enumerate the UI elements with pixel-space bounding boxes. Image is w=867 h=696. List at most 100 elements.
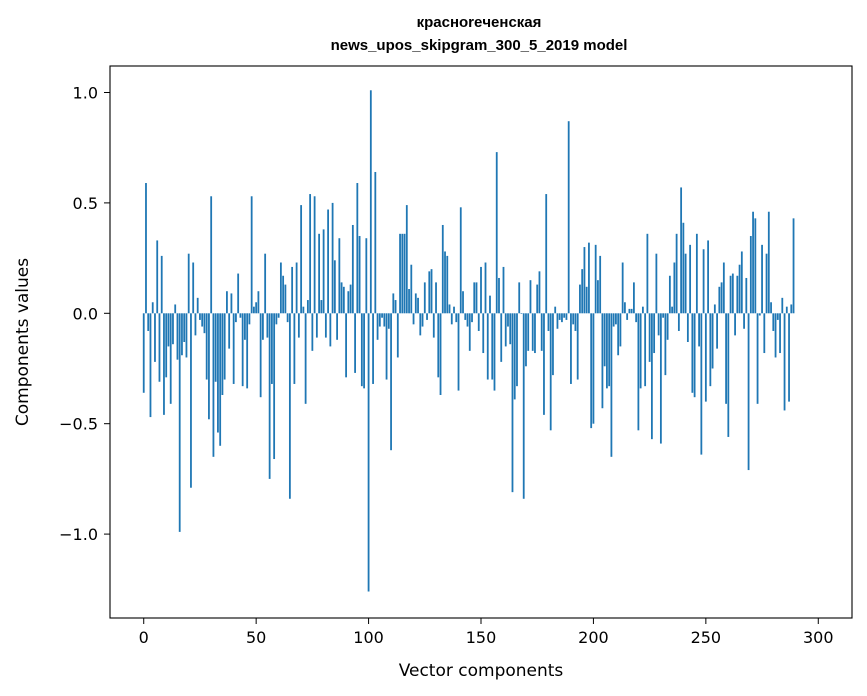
bar-80 <box>322 229 325 314</box>
bar-204 <box>601 313 604 409</box>
bar-182 <box>552 313 554 376</box>
bar-13 <box>172 313 174 345</box>
bar-167 <box>518 282 521 314</box>
bar-238 <box>677 313 680 331</box>
bar-55 <box>266 313 269 338</box>
bar-130 <box>435 282 437 314</box>
bar-44 <box>241 313 244 387</box>
bar-111 <box>392 293 395 314</box>
bar-236 <box>673 262 676 314</box>
bar-151 <box>482 313 485 354</box>
bar-11 <box>167 313 170 347</box>
bar-227 <box>653 313 656 354</box>
bar-45 <box>244 313 246 340</box>
bar-123 <box>419 313 422 336</box>
bar-133 <box>441 224 444 314</box>
y-tick-label: −0.5 <box>59 415 98 434</box>
bar-71 <box>302 306 305 314</box>
bar-51 <box>257 291 260 314</box>
bar-83 <box>329 313 332 347</box>
bar-163 <box>509 313 512 345</box>
y-tick-label: 0.0 <box>73 304 98 323</box>
bar-131 <box>437 313 440 378</box>
bar-138 <box>453 306 455 314</box>
bar-87 <box>338 238 341 314</box>
bar-189 <box>567 121 570 314</box>
bar-6 <box>156 240 159 314</box>
bar-187 <box>563 313 566 318</box>
bar-68 <box>295 262 298 314</box>
bar-203 <box>599 255 602 314</box>
bar-159 <box>500 313 503 362</box>
bar-168 <box>520 313 523 314</box>
bar-249 <box>702 249 705 314</box>
bar-259 <box>725 313 727 404</box>
bar-116 <box>403 233 406 314</box>
bar-37 <box>226 291 228 314</box>
bar-84 <box>331 202 334 314</box>
bar-242 <box>686 313 689 342</box>
bar-115 <box>401 233 404 314</box>
bar-129 <box>432 313 435 338</box>
y-axis-label: Components values <box>13 258 33 426</box>
bar-97 <box>360 313 363 387</box>
bar-153 <box>486 313 489 380</box>
bar-246 <box>695 233 698 314</box>
bar-228 <box>655 253 658 314</box>
bar-272 <box>754 218 757 314</box>
bar-88 <box>340 282 343 314</box>
bar-52 <box>259 313 262 398</box>
bar-247 <box>698 313 700 347</box>
bar-156 <box>493 313 496 391</box>
bar-232 <box>664 313 667 376</box>
bar-235 <box>671 306 674 314</box>
chart-title-line-1: красноreченская <box>417 14 542 31</box>
bar-201 <box>594 244 597 314</box>
bar-21 <box>190 313 192 488</box>
bar-46 <box>246 313 249 389</box>
bar-173 <box>531 313 534 351</box>
bar-74 <box>309 194 312 314</box>
bar-277 <box>765 253 768 314</box>
bar-134 <box>444 251 446 314</box>
x-tick-label: 300 <box>803 628 834 647</box>
bar-27 <box>203 313 206 334</box>
bar-248 <box>700 313 703 455</box>
bar-224 <box>646 233 649 314</box>
bar-67 <box>293 313 296 384</box>
bar-24 <box>196 297 199 314</box>
bar-101 <box>369 90 372 314</box>
bar-73 <box>306 300 309 314</box>
bar-25 <box>199 313 201 320</box>
x-tick-label: 0 <box>139 628 149 647</box>
bar-65 <box>288 313 291 499</box>
bar-160 <box>502 266 505 314</box>
bar-18 <box>183 313 186 342</box>
bar-72 <box>304 313 307 404</box>
bar-157 <box>495 152 498 314</box>
bar-8 <box>160 255 163 314</box>
bar-98 <box>363 313 365 389</box>
bar-66 <box>291 266 294 314</box>
bar-16 <box>178 313 181 532</box>
bar-61 <box>279 262 282 314</box>
bar-42 <box>237 273 240 314</box>
bar-99 <box>365 238 368 314</box>
bar-218 <box>633 282 635 314</box>
bar-78 <box>318 233 321 314</box>
bar-113 <box>396 313 399 358</box>
bar-155 <box>491 313 494 380</box>
bar-280 <box>772 313 775 331</box>
bar-212 <box>619 313 622 347</box>
x-tick-label: 50 <box>246 628 266 647</box>
x-tick-label: 150 <box>466 628 497 647</box>
bar-243 <box>689 244 692 314</box>
bar-258 <box>722 262 725 314</box>
bar-38 <box>228 313 231 349</box>
bar-279 <box>770 302 772 314</box>
bar-223 <box>644 313 647 387</box>
bar-54 <box>264 253 267 314</box>
bar-22 <box>192 262 195 314</box>
